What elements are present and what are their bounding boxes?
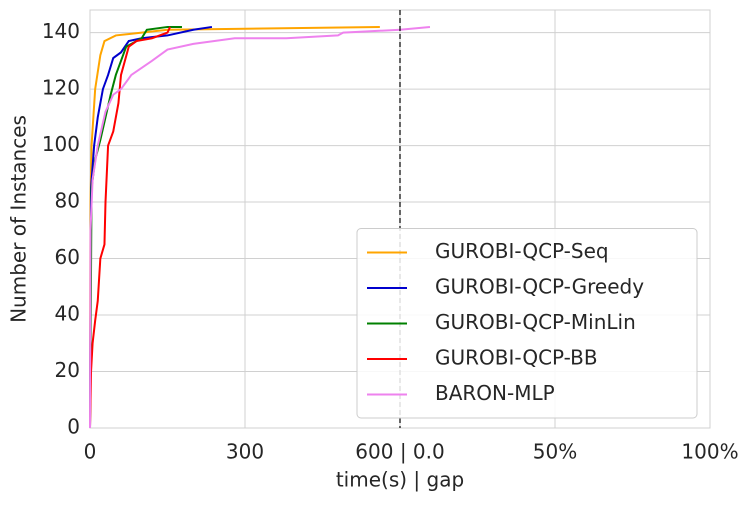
legend-label: BARON-MLP bbox=[435, 381, 555, 405]
x-tick-label: 100% bbox=[681, 440, 738, 464]
legend-box bbox=[356, 228, 698, 419]
legend-label: GUROBI-QCP-MinLin bbox=[435, 310, 636, 334]
series-line bbox=[89, 25, 431, 429]
y-tick-label: 80 bbox=[55, 189, 80, 213]
y-tick-label: 140 bbox=[42, 19, 80, 43]
legend-label: GUROBI-QCP-Greedy bbox=[435, 275, 644, 299]
series-line bbox=[89, 25, 380, 429]
x-tick-label: 0 bbox=[84, 440, 97, 464]
y-axis-label: Number of Instances bbox=[7, 115, 31, 323]
legend-label: GUROBI-QCP-Seq bbox=[435, 239, 609, 263]
x-axis-label: time(s) | gap bbox=[336, 468, 464, 492]
y-tick-label: 100 bbox=[42, 132, 80, 156]
y-tick-label: 20 bbox=[55, 358, 80, 382]
x-tick-label: 600 | 0.0 bbox=[355, 440, 444, 464]
legend-label: GUROBI-QCP-BB bbox=[435, 346, 598, 370]
y-tick-label: 0 bbox=[67, 415, 80, 439]
x-tick-label: 50% bbox=[533, 440, 577, 464]
series-line bbox=[89, 26, 171, 429]
series-line bbox=[89, 25, 213, 429]
y-tick-label: 60 bbox=[55, 245, 80, 269]
y-tick-label: 40 bbox=[55, 302, 80, 326]
y-tick-label: 120 bbox=[42, 76, 80, 100]
x-tick-label: 300 bbox=[226, 440, 264, 464]
